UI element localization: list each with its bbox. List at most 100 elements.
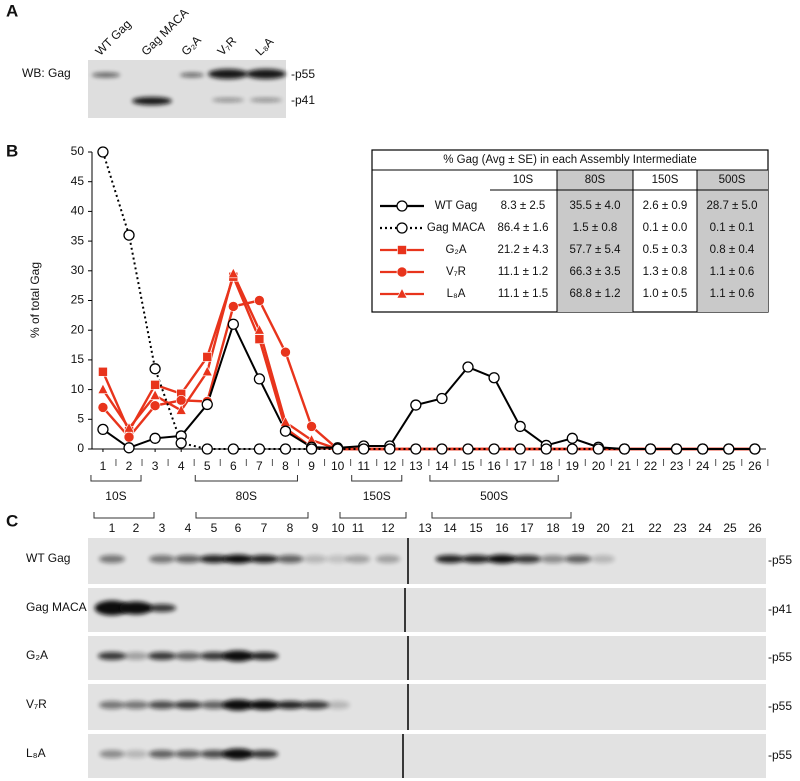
marker-label: -p55 [768,650,792,664]
band [99,555,125,563]
bracket [351,475,403,482]
point [150,380,160,390]
x-tick-label: 23 [670,459,684,473]
row-label: Gag MACA [26,600,87,614]
lane-label: L₈A [252,35,276,59]
point [98,366,108,377]
lane-number: 12 [381,521,395,535]
lane-number: 23 [673,521,687,535]
band [180,72,204,78]
band [199,555,229,563]
y-axis-title: % of total Gag [28,262,42,338]
band [199,652,229,660]
antibody-label: WB: Gag [22,66,71,80]
point [514,420,526,433]
y-tick-label: 25 [71,293,85,307]
lane-number: 1 [109,521,116,535]
band [246,69,286,79]
lane-number: 22 [648,521,662,535]
band [174,652,202,660]
lane-number: 7 [261,521,268,535]
point [253,324,265,335]
point [331,443,344,455]
point [253,443,266,455]
point [175,404,187,415]
bracket [194,475,298,482]
band [99,701,125,709]
table-cell: 0.1 ± 0.0 [643,222,688,234]
table-cell: 1.1 ± 0.6 [710,288,755,300]
point [201,443,213,455]
table-cell: 8.3 ± 2.5 [501,200,546,212]
point [175,437,187,449]
bracket [429,475,559,482]
bracket-label: 150S [363,489,391,503]
panel-label: C [6,511,18,530]
point [670,443,683,455]
bracket [93,512,155,519]
point [149,363,161,375]
band [208,69,248,79]
point [280,346,291,358]
point [254,334,265,344]
bracket [195,512,309,519]
point [618,443,631,455]
x-tick-label: 13 [409,459,423,473]
series-line [101,151,755,450]
x-tick-label: 3 [152,459,159,473]
panel-label: A [6,1,18,20]
legend-marker [396,266,408,278]
lane-number: 18 [546,521,560,535]
x-tick-label: 24 [696,459,710,473]
x-tick-label: 11 [357,459,370,473]
point [540,443,552,455]
band [375,555,401,563]
band [300,701,330,709]
blot [88,734,766,778]
x-tick-label: 18 [540,459,554,473]
band [200,750,228,758]
band [564,555,592,563]
point [97,383,109,394]
point [279,443,292,455]
bracket-label: 80S [236,489,257,503]
x-tick-label: 9 [308,459,315,473]
blot [88,588,766,632]
table-cell: 68.8 ± 1.2 [569,288,620,300]
point [201,365,213,377]
legend-marker [396,200,408,212]
point [644,443,657,455]
lane-number: 10 [331,521,345,535]
lane-number: 21 [621,521,635,535]
band [461,555,491,563]
blot [88,60,286,118]
row-label: WT Gag [26,551,70,565]
band [275,701,305,709]
lane-number: 4 [185,521,192,535]
lane-number: 26 [748,521,762,535]
table-title: % Gag (Avg ± SE) in each Assembly Interm… [443,154,696,166]
x-tick-label: 14 [435,459,449,473]
table-cell: 0.1 ± 0.1 [710,222,755,234]
table-cell: 21.2 ± 4.3 [497,244,548,256]
legend-label: G₂A [445,244,466,256]
x-tick-label: 5 [204,459,211,473]
marker-label: -p41 [768,602,792,616]
lane-number: 11 [352,521,365,535]
table-cell: 0.5 ± 0.3 [643,244,688,256]
table-cell: 28.7 ± 5.0 [706,200,757,212]
x-tick-label: 21 [618,459,632,473]
point [227,443,239,455]
lane-number: 17 [520,521,534,535]
marker-label: -p55 [768,748,792,762]
table-cell: 2.6 ± 0.9 [643,200,688,212]
band [248,700,280,710]
legend-marker [396,222,408,234]
lane-number: 13 [418,521,432,535]
lane-number: 25 [723,521,737,535]
x-tick-label: 20 [592,459,606,473]
row-label: L₈A [26,746,46,760]
point [566,443,578,455]
band [249,652,279,660]
legend-label: V₇R [446,266,466,278]
